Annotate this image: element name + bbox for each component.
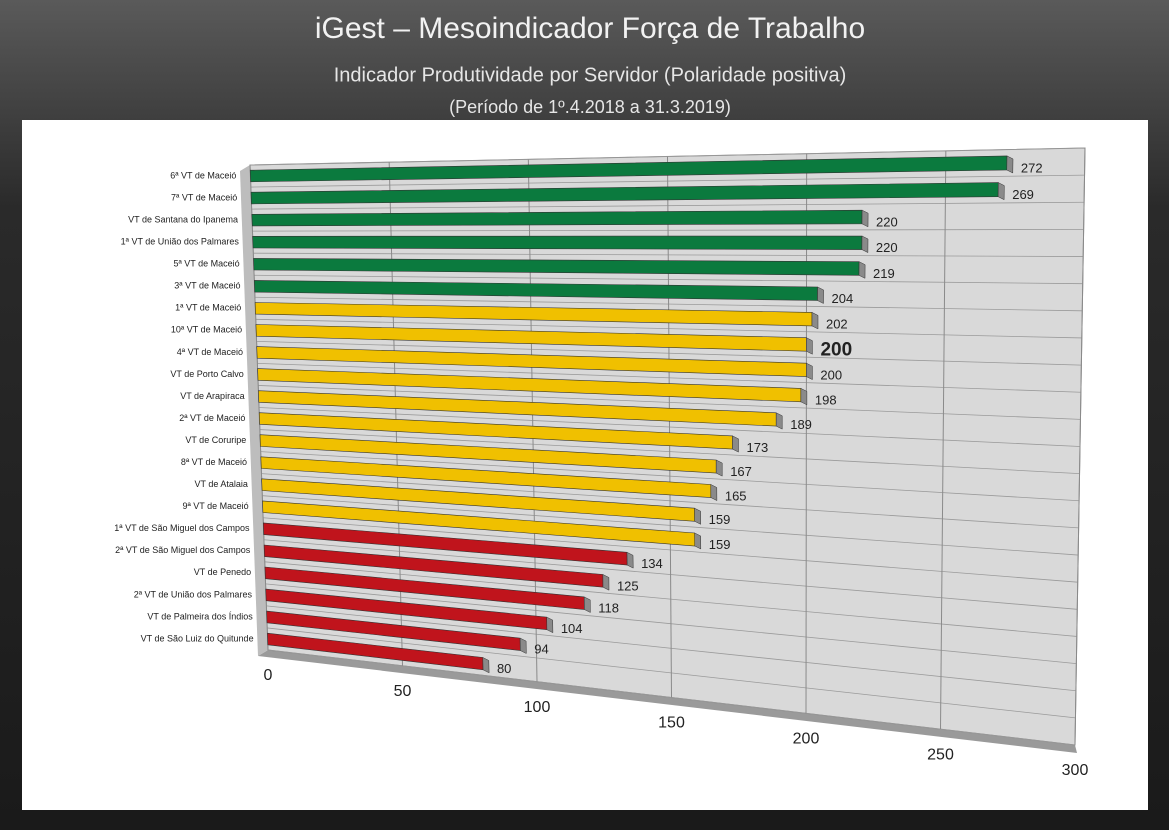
value-label: 94 [534,642,548,657]
bar-end [482,657,490,674]
grid-line [940,150,947,730]
category-label: VT de Arapiraca [180,391,244,401]
value-label: 165 [725,489,747,504]
x-tick-label: 250 [927,746,954,763]
value-label: 198 [815,393,837,408]
category-label: VT de Santana do Ipanema [128,214,238,224]
category-label: 1ª VT de São Miguel dos Campos [114,523,250,533]
category-label: 5ª VT de Maceió [173,259,239,269]
category-label: VT de Palmeira dos Índios [147,611,253,621]
value-label: 80 [497,661,511,676]
category-label: 1ª VT de Maceió [175,303,241,313]
category-label: VT de Coruripe [185,435,246,445]
chart-subtitle: Indicador Produtividade por Servidor (Po… [334,64,847,86]
plot-floor [258,650,1077,753]
chart-title: iGest – Mesoindicador Força de Trabalho [315,12,865,45]
value-label: 167 [730,464,752,479]
bar-end [806,337,813,355]
value-label: 204 [832,291,854,306]
bar-end [775,412,783,430]
bar-end [1006,155,1014,174]
bar-end [519,637,527,654]
value-label: 220 [876,214,898,229]
category-label: 2ª VT de Maceió [179,413,245,423]
x-tick-label: 300 [1062,762,1089,779]
bar-end [546,616,554,634]
bar [252,235,863,250]
category-label: 8ª VT de Maceió [181,457,247,467]
bar-end [997,182,1005,201]
x-tick-label: 200 [793,731,820,748]
bar-end [817,286,824,304]
category-label: 2ª VT de São Miguel dos Campos [115,545,251,555]
value-label: 125 [617,578,639,593]
x-tick-label: 50 [394,683,412,700]
bar-end [800,387,808,406]
x-tick-label: 150 [658,715,685,732]
plot-left-wall [240,165,268,656]
value-label: 269 [1012,187,1034,202]
value-label: 189 [790,417,812,432]
bar-end [694,507,701,525]
value-label: 134 [641,556,663,571]
category-label: 7ª VT de Maceió [171,192,237,202]
value-label: 220 [876,240,898,255]
category-label: 6ª VT de Maceió [170,170,236,180]
bar-end [858,261,866,279]
value-label: 272 [1021,160,1043,175]
category-label: 4ª VT de Maceió [177,347,243,357]
value-label: 159 [709,512,731,527]
category-label: 2ª VT de União dos Palmares [134,589,253,599]
value-label: 159 [709,537,731,552]
bar-end [694,532,702,550]
category-label: VT de Penedo [194,567,251,577]
grid-line [1074,147,1086,746]
period: (Período de 1º.4.2018 a 31.3.2019) [449,97,731,117]
value-label: 200 [820,367,842,382]
bar-end [861,235,869,254]
value-label: 202 [826,317,848,332]
bar-end [602,574,610,591]
category-label: VT de Atalaia [194,479,247,489]
bar-end [626,551,634,569]
bar-end [861,209,869,228]
bar-end [710,484,718,502]
bar-end [811,311,819,330]
category-label: 1ª VT de União dos Palmares [121,237,240,247]
bar-end [715,459,723,477]
x-tick-label: 0 [264,667,273,684]
category-label: 10ª VT de Maceió [171,325,242,335]
x-tick-label: 100 [524,699,551,716]
category-label: 9ª VT de Maceió [182,501,248,511]
value-label: 200 [820,339,852,360]
category-label: VT de Porto Calvo [170,369,243,379]
value-label: 118 [598,601,619,616]
category-label: 3ª VT de Maceió [174,281,240,291]
bar-end [732,435,739,453]
category-label: VT de São Luiz do Quitunde [141,633,254,643]
value-label: 104 [561,621,583,636]
bar-end [806,362,813,381]
value-label: 173 [746,440,768,455]
value-label: 219 [873,266,895,281]
bar-end [583,596,591,613]
